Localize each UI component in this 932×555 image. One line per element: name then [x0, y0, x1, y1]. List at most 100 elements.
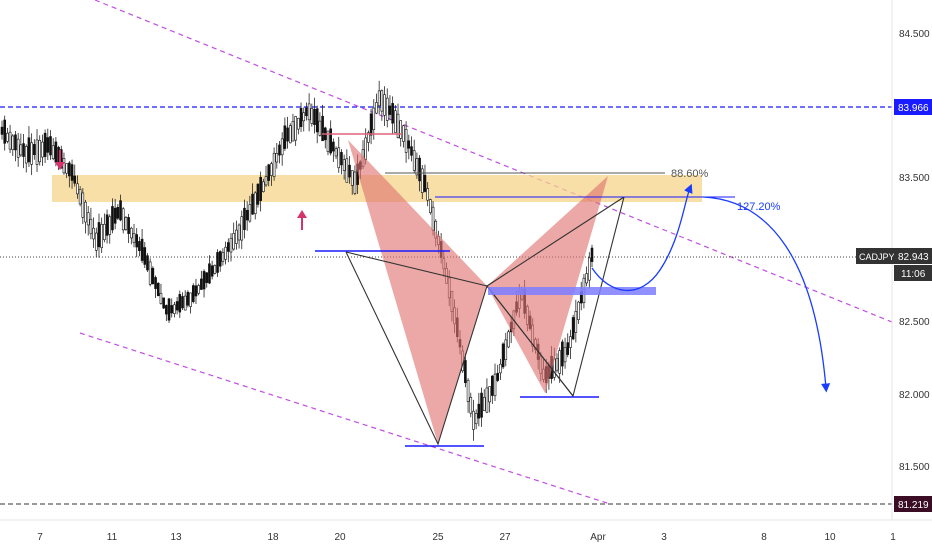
candle — [0, 120, 4, 140]
candle — [22, 134, 25, 169]
candle — [407, 134, 411, 160]
candle — [46, 128, 50, 161]
countdown-tag — [894, 265, 932, 281]
candle — [49, 130, 52, 160]
candle — [410, 136, 413, 162]
candle — [116, 204, 120, 220]
candle — [426, 182, 429, 207]
candle — [350, 170, 354, 195]
candle — [167, 297, 171, 323]
candle — [291, 113, 295, 142]
x-tick-label: 13 — [170, 532, 182, 543]
candle — [561, 339, 564, 376]
candle — [420, 165, 424, 200]
candle — [332, 138, 335, 162]
candle — [394, 105, 397, 133]
candle — [121, 207, 125, 234]
pattern-bc-line — [486, 285, 574, 397]
b-level-bar[interactable] — [488, 287, 656, 295]
candle — [181, 292, 184, 310]
candle — [240, 210, 244, 250]
candle — [415, 152, 419, 179]
candle — [24, 144, 28, 173]
channel-lower-line[interactable] — [79, 332, 611, 505]
candle — [156, 282, 160, 297]
candle — [326, 130, 330, 156]
pattern-xb-line — [345, 251, 488, 287]
candle — [571, 314, 575, 341]
candle — [466, 378, 470, 413]
candle — [97, 213, 101, 258]
candle — [345, 149, 349, 183]
candle — [388, 95, 392, 121]
projection-down-arrow[interactable] — [702, 196, 831, 393]
candle — [372, 99, 376, 140]
candle — [119, 194, 122, 222]
candle — [577, 300, 580, 324]
candle — [474, 409, 478, 430]
candle — [175, 296, 179, 315]
candle — [283, 117, 287, 151]
fib-88-label: 88.60% — [671, 168, 709, 180]
projection-up-arrow[interactable] — [591, 183, 693, 292]
candle — [496, 364, 500, 383]
candle — [189, 292, 192, 314]
candle — [499, 358, 502, 380]
candle — [86, 206, 90, 236]
candle — [148, 258, 152, 287]
candle — [208, 255, 211, 285]
candle — [170, 298, 174, 318]
arrow-down-marker[interactable] — [55, 150, 65, 170]
countdown-tag-text: 11:06 — [901, 269, 926, 280]
arrow-up-marker[interactable] — [297, 210, 307, 230]
candle — [70, 159, 74, 189]
candle — [235, 220, 238, 250]
x-tick-label: 8 — [761, 532, 767, 543]
candle — [472, 399, 475, 441]
candle — [259, 171, 262, 212]
x-tick-label: 20 — [334, 532, 346, 543]
candle — [342, 154, 346, 180]
candle — [173, 301, 176, 318]
x-tick-label: 3 — [661, 532, 667, 543]
x-tick-label: 27 — [499, 532, 511, 543]
candle — [76, 175, 79, 199]
symbol-tag-text: CADJPY — [859, 252, 895, 262]
candle — [482, 389, 486, 411]
candle — [186, 290, 190, 308]
candle — [590, 244, 594, 268]
candle — [267, 163, 271, 187]
candle — [245, 201, 249, 231]
candle — [159, 283, 163, 305]
candle — [218, 250, 222, 272]
candle — [275, 143, 279, 169]
candle — [272, 147, 276, 181]
pattern-bcd-triangle[interactable] — [487, 176, 608, 393]
x-tick-label: 1 — [890, 532, 896, 543]
candle — [151, 266, 155, 285]
candle — [396, 103, 400, 139]
candle — [305, 102, 308, 121]
candle — [89, 207, 93, 240]
candle — [286, 116, 289, 149]
candle — [165, 304, 168, 322]
x-tick-label: Apr — [590, 532, 606, 543]
candle — [229, 233, 233, 262]
candle — [113, 198, 117, 230]
candle — [493, 363, 497, 402]
last-price-tag-text: 82.943 — [898, 252, 929, 263]
candle — [302, 107, 306, 132]
candle — [30, 133, 33, 176]
candle — [202, 269, 206, 298]
x-tick-labels: 7 11 13 18 20 25 27 Apr 3 8 10 1 — [37, 532, 896, 543]
candle — [132, 223, 136, 248]
y-tick-84500: 84.500 — [899, 29, 930, 40]
candle — [143, 242, 147, 269]
pattern-xab-triangle[interactable] — [348, 140, 487, 444]
candle — [78, 186, 82, 207]
candle — [108, 214, 112, 244]
candle — [574, 299, 578, 343]
time-axis[interactable] — [0, 520, 932, 550]
